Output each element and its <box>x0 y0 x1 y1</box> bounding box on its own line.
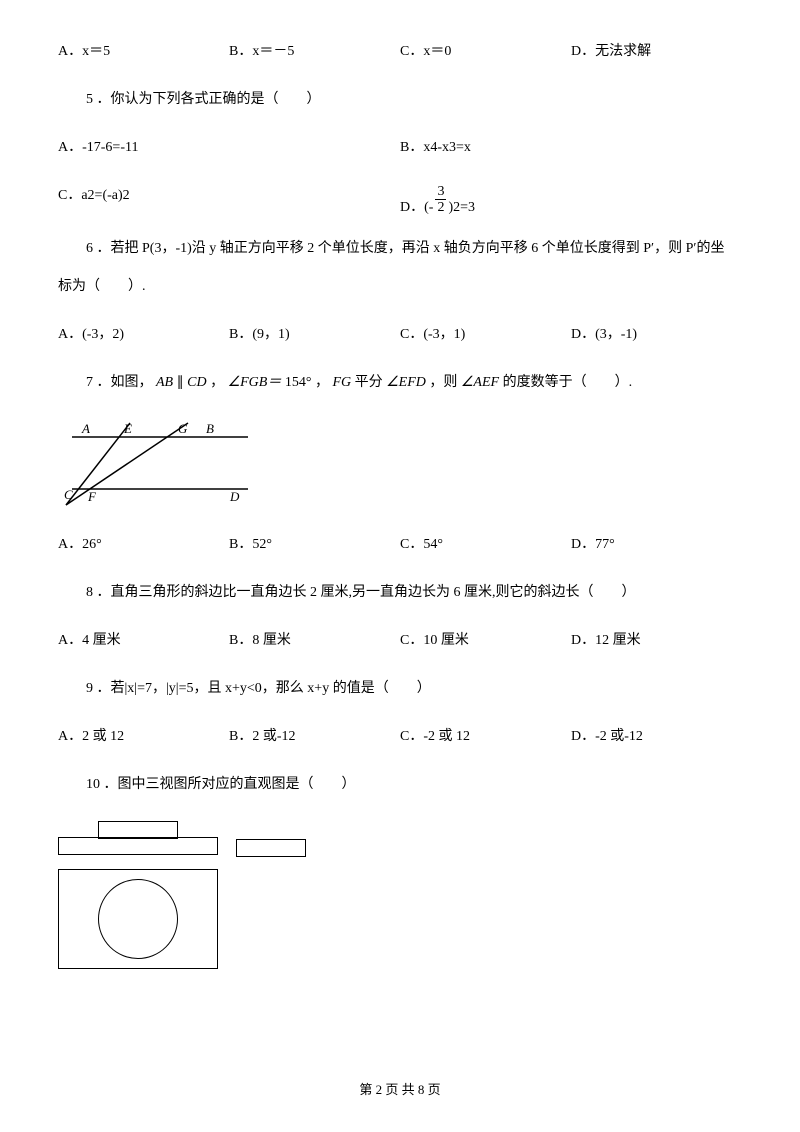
q5-options-row2: C．a2=(-a)2 D．(- 3 2 )2=3 <box>58 184 742 216</box>
option-c: C．x＝0 <box>400 40 571 60</box>
q6-stem-line1: 6 ．若把 P(3，-1)沿 y 轴正方向平移 2 个单位长度，再沿 x 轴负方… <box>58 234 742 265</box>
q7-stem: 7 ．如图， AB ∥ CD ， ∠FGB＝ 154° ， FG 平分 ∠EFD… <box>58 371 742 391</box>
page-footer: 第 2 页 共 8 页 <box>0 1079 800 1098</box>
option-b: B．8 厘米 <box>229 629 400 649</box>
front-and-top <box>58 821 218 970</box>
option-b: B．52° <box>229 533 400 553</box>
svg-text:G: G <box>178 421 188 436</box>
option-d: D．77° <box>571 533 742 553</box>
numerator: 3 <box>435 184 446 200</box>
q7-sep3: ，则 <box>429 375 457 390</box>
option-c: C．10 厘米 <box>400 629 571 649</box>
q10-stem: 10 ．图中三视图所对应的直观图是（ ） <box>58 773 742 793</box>
front-view <box>58 821 218 856</box>
side-view <box>236 839 306 857</box>
q7-ab: AB <box>156 375 173 390</box>
q5-options-row1: A．-17-6=-11 B．x4-x3=x <box>58 136 742 156</box>
svg-text:E: E <box>123 421 132 436</box>
q7-options: A．26° B．52° C．54° D．77° <box>58 533 742 553</box>
svg-text:F: F <box>87 489 97 504</box>
option-d: D．(3，-1) <box>571 323 742 343</box>
q7-sep1: ， <box>210 375 224 390</box>
q7-mid: 平分 <box>355 375 383 390</box>
top-view <box>58 869 218 969</box>
q7-deg1: 154° <box>285 375 312 390</box>
option-c: C．a2=(-a)2 <box>58 184 400 216</box>
option-b: B．2 或-12 <box>229 725 400 745</box>
front-view-lower-rect <box>58 837 218 855</box>
option-b: B．x4-x3=x <box>400 136 742 156</box>
front-view-upper-rect <box>98 821 178 839</box>
option-c: C．(-3，1) <box>400 323 571 343</box>
option-a: A．(-3，2) <box>58 323 229 343</box>
q7-ang2: ∠EFD <box>386 375 426 390</box>
q7-sep2: ， <box>315 375 329 390</box>
option-c: C．-2 或 12 <box>400 725 571 745</box>
option-a: A．-17-6=-11 <box>58 136 400 156</box>
q7-ang3: ∠AEF <box>461 375 499 390</box>
option-a: A．x＝5 <box>58 40 229 60</box>
q7-tail: 的度数等于（ ）. <box>503 375 633 390</box>
fraction: 3 2 <box>435 184 446 216</box>
denominator: 2 <box>435 200 446 215</box>
q6-options: A．(-3，2) B．(9，1) C．(-3，1) D．(3，-1) <box>58 323 742 343</box>
q7-fg: FG <box>332 375 351 390</box>
q7-pre: 7 ．如图， <box>86 375 153 390</box>
q7-cd: CD <box>187 375 206 390</box>
option-d: D．12 厘米 <box>571 629 742 649</box>
option-b: B．(9，1) <box>229 323 400 343</box>
option-b: B．x＝－5 <box>229 40 400 60</box>
q4-options: A．x＝5 B．x＝－5 C．x＝0 D．无法求解 <box>58 40 742 60</box>
option-a: A．26° <box>58 533 229 553</box>
svg-text:A: A <box>81 421 90 436</box>
option-d: D．-2 或-12 <box>571 725 742 745</box>
svg-text:B: B <box>206 421 214 436</box>
q9-stem: 9 ．若|x|=7，|y|=5，且 x+y<0，那么 x+y 的值是（ ） <box>58 677 742 697</box>
q8-options: A．4 厘米 B．8 厘米 C．10 厘米 D．12 厘米 <box>58 629 742 649</box>
opt-d-pre: D．(- <box>400 196 433 216</box>
svg-text:C: C <box>64 487 73 502</box>
option-d: D．(- 3 2 )2=3 <box>400 184 742 216</box>
q7-parallel: ∥ <box>177 375 184 390</box>
q5-stem: 5 ．你认为下列各式正确的是（ ） <box>58 88 742 108</box>
option-c: C．54° <box>400 533 571 553</box>
opt-d-post: )2=3 <box>448 200 475 216</box>
q8-stem: 8 ．直角三角形的斜边比一直角边长 2 厘米,另一直角边长为 6 厘米,则它的斜… <box>58 581 742 601</box>
q10-three-views <box>58 821 742 970</box>
svg-text:D: D <box>229 489 240 504</box>
q6-stem-line2: 标为（ ）. <box>58 275 742 295</box>
option-d: D．无法求解 <box>571 40 742 60</box>
q9-options: A．2 或 12 B．2 或-12 C．-2 或 12 D．-2 或-12 <box>58 725 742 745</box>
option-a: A．4 厘米 <box>58 629 229 649</box>
option-a: A．2 或 12 <box>58 725 229 745</box>
geometry-svg: A E G B C F D <box>58 419 258 509</box>
q7-figure: A E G B C F D <box>58 419 258 509</box>
side-view-wrap <box>236 839 306 858</box>
q7-ang1: ∠FGB＝ <box>228 375 282 390</box>
top-view-circle <box>98 879 178 959</box>
